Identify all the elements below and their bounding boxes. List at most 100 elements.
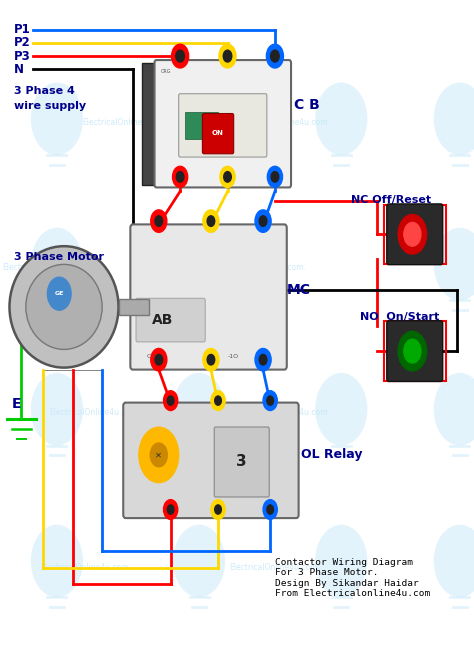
Text: -1O: -1O xyxy=(228,354,238,359)
Circle shape xyxy=(207,216,215,226)
Text: 3 Phase Motor: 3 Phase Motor xyxy=(14,252,104,263)
Circle shape xyxy=(203,348,219,371)
Circle shape xyxy=(267,166,283,187)
Text: ✕: ✕ xyxy=(155,450,162,459)
Circle shape xyxy=(207,354,215,365)
Text: ElectricalOnline4u.com.: ElectricalOnline4u.com. xyxy=(229,563,320,572)
Text: P2: P2 xyxy=(14,36,31,49)
Circle shape xyxy=(404,339,421,363)
Circle shape xyxy=(164,500,178,519)
Circle shape xyxy=(398,214,427,254)
Circle shape xyxy=(151,210,167,232)
Circle shape xyxy=(259,354,267,365)
Text: ElectricalOnline4u.com.: ElectricalOnline4u.com. xyxy=(49,408,140,417)
FancyBboxPatch shape xyxy=(387,204,443,265)
Circle shape xyxy=(211,500,225,519)
Circle shape xyxy=(271,50,279,62)
FancyBboxPatch shape xyxy=(387,321,443,381)
Circle shape xyxy=(219,44,236,68)
Circle shape xyxy=(434,228,474,300)
Circle shape xyxy=(173,525,225,597)
Text: OL Relay: OL Relay xyxy=(301,448,363,461)
Circle shape xyxy=(271,172,279,182)
Text: Contactor Wiring Diagram
For 3 Phase Motor.
Design By Sikandar Haidar
From Elect: Contactor Wiring Diagram For 3 Phase Mot… xyxy=(275,558,430,598)
Text: C 2 3: C 2 3 xyxy=(147,354,164,359)
Circle shape xyxy=(31,373,83,446)
Circle shape xyxy=(155,354,163,365)
Circle shape xyxy=(150,443,167,467)
Circle shape xyxy=(172,44,189,68)
Text: ElectricalOnline4u.com.: ElectricalOnline4u.com. xyxy=(239,117,330,127)
FancyBboxPatch shape xyxy=(185,112,218,139)
Text: NC Off/Reset: NC Off/Reset xyxy=(351,195,431,205)
Circle shape xyxy=(224,172,231,182)
Circle shape xyxy=(176,50,184,62)
Circle shape xyxy=(139,427,179,482)
FancyBboxPatch shape xyxy=(123,403,299,518)
Circle shape xyxy=(259,216,267,226)
Text: P1: P1 xyxy=(14,23,31,36)
Circle shape xyxy=(434,525,474,597)
Circle shape xyxy=(176,172,184,182)
Circle shape xyxy=(315,525,367,597)
Circle shape xyxy=(315,373,367,446)
Text: CRG: CRG xyxy=(161,69,172,75)
Circle shape xyxy=(398,331,427,371)
Circle shape xyxy=(434,82,474,155)
Text: N: N xyxy=(14,63,24,76)
Circle shape xyxy=(263,500,277,519)
FancyBboxPatch shape xyxy=(155,60,291,187)
Text: 3 Phase 4: 3 Phase 4 xyxy=(14,86,75,96)
Ellipse shape xyxy=(9,246,119,368)
Circle shape xyxy=(47,277,71,310)
Text: ElectricalOnline4u.com.: ElectricalOnline4u.com. xyxy=(215,263,306,272)
Circle shape xyxy=(255,210,271,232)
FancyBboxPatch shape xyxy=(130,224,287,370)
Text: 3: 3 xyxy=(237,455,247,469)
Circle shape xyxy=(155,216,163,226)
Circle shape xyxy=(434,373,474,446)
Text: wire supply: wire supply xyxy=(14,100,86,111)
Circle shape xyxy=(215,505,221,514)
Circle shape xyxy=(220,166,235,187)
Text: NO  On/Start: NO On/Start xyxy=(360,312,439,322)
Circle shape xyxy=(266,44,283,68)
Circle shape xyxy=(167,396,174,405)
Text: MC: MC xyxy=(287,283,311,297)
Circle shape xyxy=(263,391,277,411)
Ellipse shape xyxy=(26,265,102,349)
Circle shape xyxy=(315,82,367,155)
FancyBboxPatch shape xyxy=(214,427,269,497)
Bar xyxy=(118,299,149,315)
Circle shape xyxy=(164,391,178,411)
Circle shape xyxy=(211,391,225,411)
Circle shape xyxy=(167,505,174,514)
Text: P3: P3 xyxy=(14,50,31,63)
Circle shape xyxy=(255,348,271,371)
Circle shape xyxy=(31,228,83,300)
Circle shape xyxy=(203,210,219,232)
Circle shape xyxy=(31,82,83,155)
Circle shape xyxy=(31,525,83,597)
Circle shape xyxy=(173,82,225,155)
Text: E: E xyxy=(12,397,21,411)
Text: ElectricalOnline4u.com.: ElectricalOnline4u.com. xyxy=(82,117,173,127)
Text: GE: GE xyxy=(55,291,64,296)
FancyBboxPatch shape xyxy=(179,94,267,157)
Circle shape xyxy=(173,166,188,187)
FancyBboxPatch shape xyxy=(142,63,161,185)
Circle shape xyxy=(173,373,225,446)
Text: AB: AB xyxy=(152,313,173,327)
Text: ElectricalOnline4u.com.: ElectricalOnline4u.com. xyxy=(2,263,93,272)
Circle shape xyxy=(404,222,421,246)
Circle shape xyxy=(267,505,273,514)
Text: C B: C B xyxy=(294,98,319,112)
Circle shape xyxy=(267,396,273,405)
Circle shape xyxy=(151,348,167,371)
Text: ElectricalOnline4u.com.: ElectricalOnline4u.com. xyxy=(239,408,330,417)
FancyBboxPatch shape xyxy=(136,298,205,342)
Text: ON: ON xyxy=(212,130,224,137)
FancyBboxPatch shape xyxy=(202,114,234,154)
Circle shape xyxy=(215,396,221,405)
Text: ElectricalOnline4u.com.: ElectricalOnline4u.com. xyxy=(40,563,131,572)
